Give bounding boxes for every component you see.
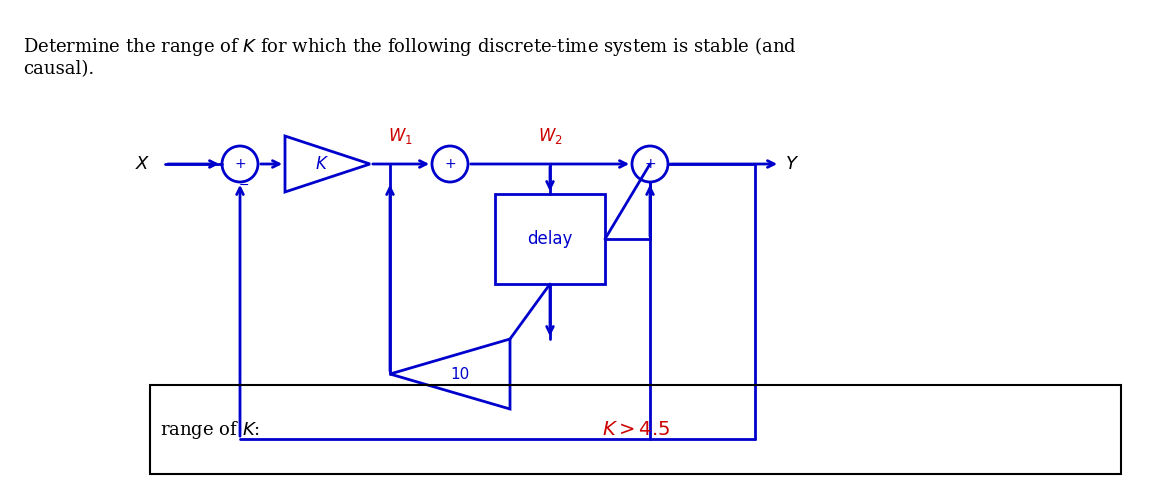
Text: $Y$: $Y$ <box>785 155 799 173</box>
Text: $K > 4.5$: $K > 4.5$ <box>602 421 669 439</box>
Text: $+$: $+$ <box>644 157 657 171</box>
Text: $X$: $X$ <box>134 155 150 173</box>
Text: Determine the range of $K$ for which the following discrete-time system is stabl: Determine the range of $K$ for which the… <box>23 35 796 79</box>
Text: $W_1$: $W_1$ <box>387 126 413 146</box>
Text: $K$: $K$ <box>316 155 329 173</box>
Text: delay: delay <box>527 230 572 248</box>
Text: $-$: $-$ <box>238 178 250 191</box>
Text: $W_2$: $W_2$ <box>538 126 562 146</box>
Text: $+$: $+$ <box>444 157 457 171</box>
Text: $+$: $+$ <box>234 157 246 171</box>
Text: range of $K$:: range of $K$: <box>161 419 260 441</box>
Text: 10: 10 <box>451 367 469 381</box>
